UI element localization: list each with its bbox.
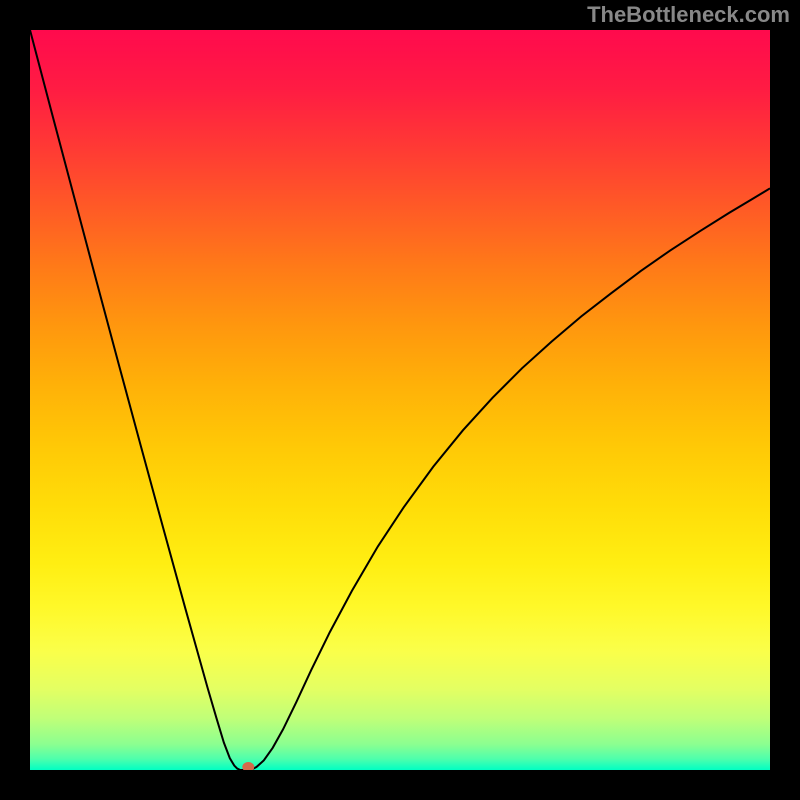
plot-area: [30, 30, 770, 770]
chart-container: { "watermark": "TheBottleneck.com", "cha…: [0, 0, 800, 800]
plot-svg: [30, 30, 770, 770]
gradient-background: [30, 30, 770, 770]
watermark-text: TheBottleneck.com: [587, 2, 790, 28]
